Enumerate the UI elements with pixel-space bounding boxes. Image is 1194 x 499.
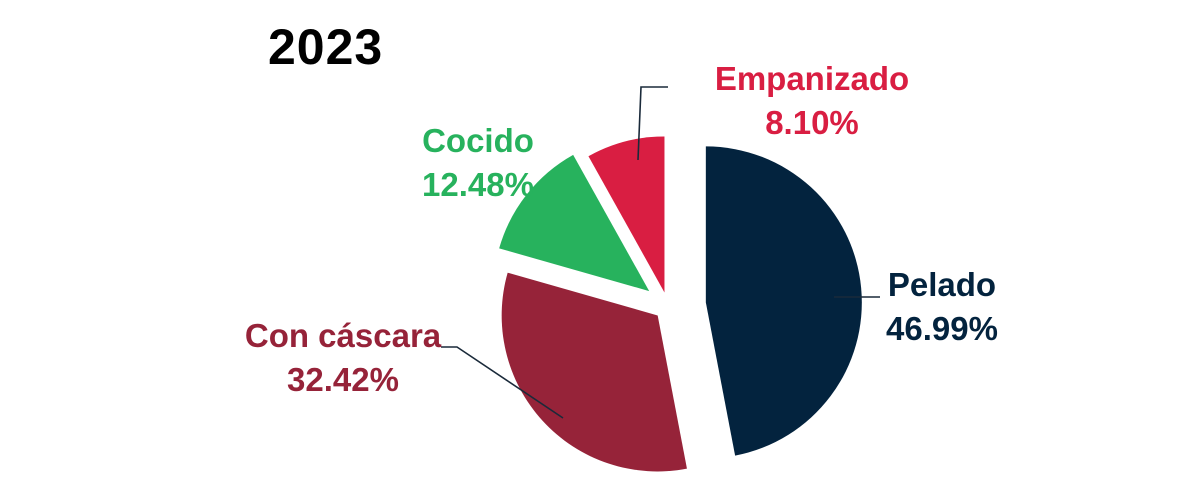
pie-slice-pelado bbox=[705, 146, 862, 456]
pie-slice-con-c-scara bbox=[501, 272, 687, 472]
slice-label-con-c-scara: Con cáscara bbox=[245, 317, 442, 354]
slices-layer bbox=[499, 136, 862, 472]
slice-value-pelado: 46.99% bbox=[886, 310, 998, 347]
slice-label-empanizado: Empanizado bbox=[715, 60, 909, 97]
leader-line-empanizado bbox=[637, 86, 668, 161]
slice-label-pelado: Pelado bbox=[888, 266, 996, 303]
leader-line-con-c-scara bbox=[441, 346, 564, 419]
slice-value-cocido: 12.48% bbox=[422, 166, 534, 203]
labels-layer: Pelado 46.99% Con cáscara 32.42% Cocido 12.48… bbox=[245, 60, 998, 398]
chart-title: 2023 bbox=[268, 19, 384, 75]
slice-value-con-c-scara: 32.42% bbox=[287, 361, 399, 398]
slice-label-cocido: Cocido bbox=[422, 122, 534, 159]
leader-lines-layer bbox=[441, 86, 880, 419]
pie-slice-cocido bbox=[499, 154, 650, 292]
pie-slice-empanizado bbox=[588, 136, 665, 293]
slice-value-empanizado: 8.10% bbox=[765, 104, 859, 141]
